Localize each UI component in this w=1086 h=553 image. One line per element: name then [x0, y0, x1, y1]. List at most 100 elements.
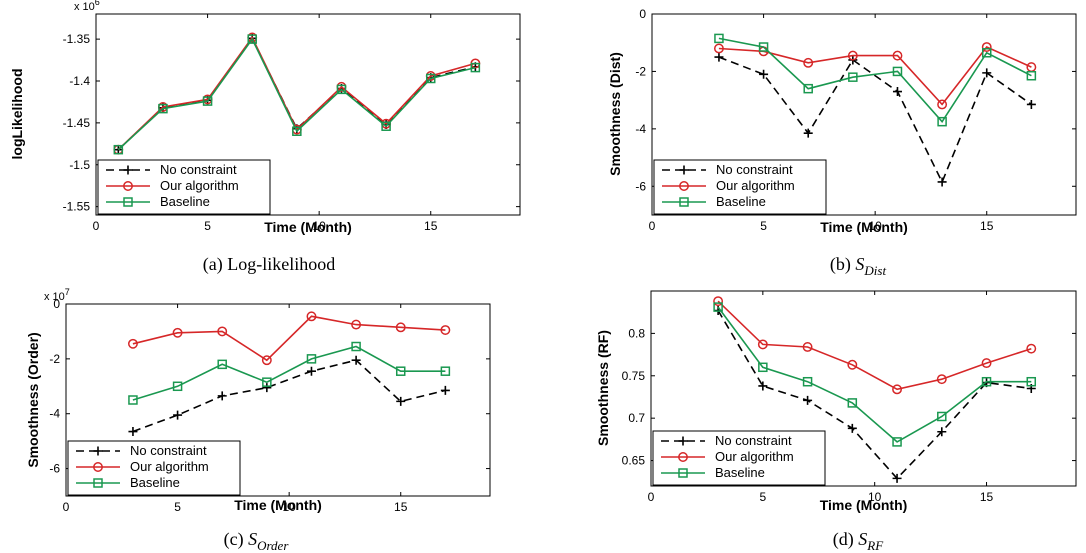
caption-sub: Order — [257, 538, 289, 553]
legend-label: Our algorithm — [716, 178, 795, 193]
y-tick-label: 0.7 — [628, 411, 645, 425]
data-point — [396, 396, 406, 406]
series-line — [117, 37, 476, 151]
legend-label: Baseline — [715, 465, 765, 480]
data-point — [981, 376, 992, 387]
caption: (c) SOrder — [224, 529, 290, 553]
series-no-constraint — [713, 306, 1036, 483]
y-exponent-power: 7 — [65, 287, 70, 297]
data-point — [803, 395, 813, 405]
caption-main: S — [248, 529, 257, 549]
data-point — [173, 410, 183, 420]
series-baseline — [714, 33, 1037, 127]
data-point — [803, 57, 814, 68]
legend-label: No constraint — [160, 162, 237, 177]
y-tick-label: 0 — [639, 7, 646, 21]
legend-swatch-marker — [93, 462, 103, 472]
series-line — [132, 359, 446, 433]
data-point — [292, 126, 302, 136]
caption-main: S — [855, 254, 864, 274]
data-point — [848, 72, 858, 82]
series-line — [717, 310, 1032, 480]
legend-box — [67, 440, 241, 496]
data-point — [440, 325, 451, 336]
x-tick-label: 10 — [282, 500, 296, 514]
data-point — [158, 103, 168, 114]
y-tick-label: -2 — [49, 352, 60, 366]
legend-label: Our algorithm — [130, 459, 209, 474]
x-tick-label: 15 — [424, 219, 438, 233]
data-point — [128, 395, 138, 405]
series-no-constraint — [128, 355, 450, 437]
series-line — [132, 315, 446, 362]
caption-prefix: (c) — [224, 529, 248, 550]
y-exponent-base: x 10 — [74, 1, 95, 13]
data-point — [127, 338, 138, 349]
series-line — [132, 345, 446, 401]
y-tick-label: -2 — [635, 64, 646, 78]
x-axis-label: Time (Month) — [820, 219, 908, 235]
data-point — [1026, 70, 1037, 81]
data-point — [981, 42, 992, 52]
x-tick-label: 0 — [93, 219, 100, 233]
legend-label: No constraint — [716, 162, 793, 177]
data-point — [217, 326, 228, 337]
data-point — [847, 359, 858, 370]
data-point — [758, 381, 768, 391]
legend-box — [652, 430, 826, 486]
data-point — [113, 144, 124, 155]
data-point — [336, 84, 347, 95]
y-exponent-label: x 106 — [74, 0, 100, 13]
data-point — [470, 62, 481, 73]
data-point — [713, 296, 724, 307]
x-axis-label: Time (Month) — [234, 497, 322, 513]
data-point — [758, 362, 768, 373]
series-our-algorithm — [713, 296, 1037, 395]
series-baseline — [113, 34, 481, 155]
y-tick-label: 0.65 — [622, 454, 646, 468]
data-point — [262, 383, 272, 393]
data-point — [1026, 343, 1037, 354]
data-point — [351, 319, 362, 330]
data-point — [937, 99, 948, 110]
caption-sub: RF — [866, 538, 884, 553]
plot-frame — [650, 290, 1077, 487]
x-tick-label: 10 — [868, 490, 882, 504]
data-point — [847, 398, 858, 408]
legend-swatch-marker — [678, 436, 688, 446]
legend-label: No constraint — [130, 443, 207, 458]
y-tick-label: -1.55 — [63, 200, 91, 214]
data-point — [802, 342, 813, 352]
plot-frame — [65, 303, 491, 497]
data-point — [936, 374, 947, 385]
y-tick-label: -1.35 — [63, 32, 91, 46]
data-point — [892, 437, 902, 447]
data-point — [892, 473, 902, 483]
data-point — [981, 358, 992, 369]
data-point — [713, 43, 724, 54]
legend-box — [97, 159, 271, 215]
data-point — [202, 96, 213, 106]
x-tick-label: 5 — [759, 490, 766, 504]
data-point — [892, 87, 902, 97]
legend-swatch-marker — [123, 181, 133, 191]
y-axis-label: Smoothness (Order) — [25, 332, 41, 467]
series-our-algorithm — [127, 311, 451, 366]
data-point — [802, 376, 813, 387]
data-point — [172, 327, 183, 338]
caption: (d) SRF — [833, 529, 884, 553]
caption-prefix: (b) — [830, 254, 856, 275]
x-tick-label: 0 — [649, 219, 656, 233]
data-point — [395, 322, 406, 333]
y-tick-label: -1.45 — [63, 116, 91, 130]
x-tick-label: 10 — [868, 219, 882, 233]
data-point — [1026, 99, 1036, 109]
y-tick-label: -6 — [635, 179, 646, 193]
legend-swatch-marker — [123, 165, 133, 175]
data-point — [714, 33, 724, 44]
series-baseline — [713, 302, 1037, 447]
y-axis-label: Smoothness (RF) — [595, 330, 611, 446]
